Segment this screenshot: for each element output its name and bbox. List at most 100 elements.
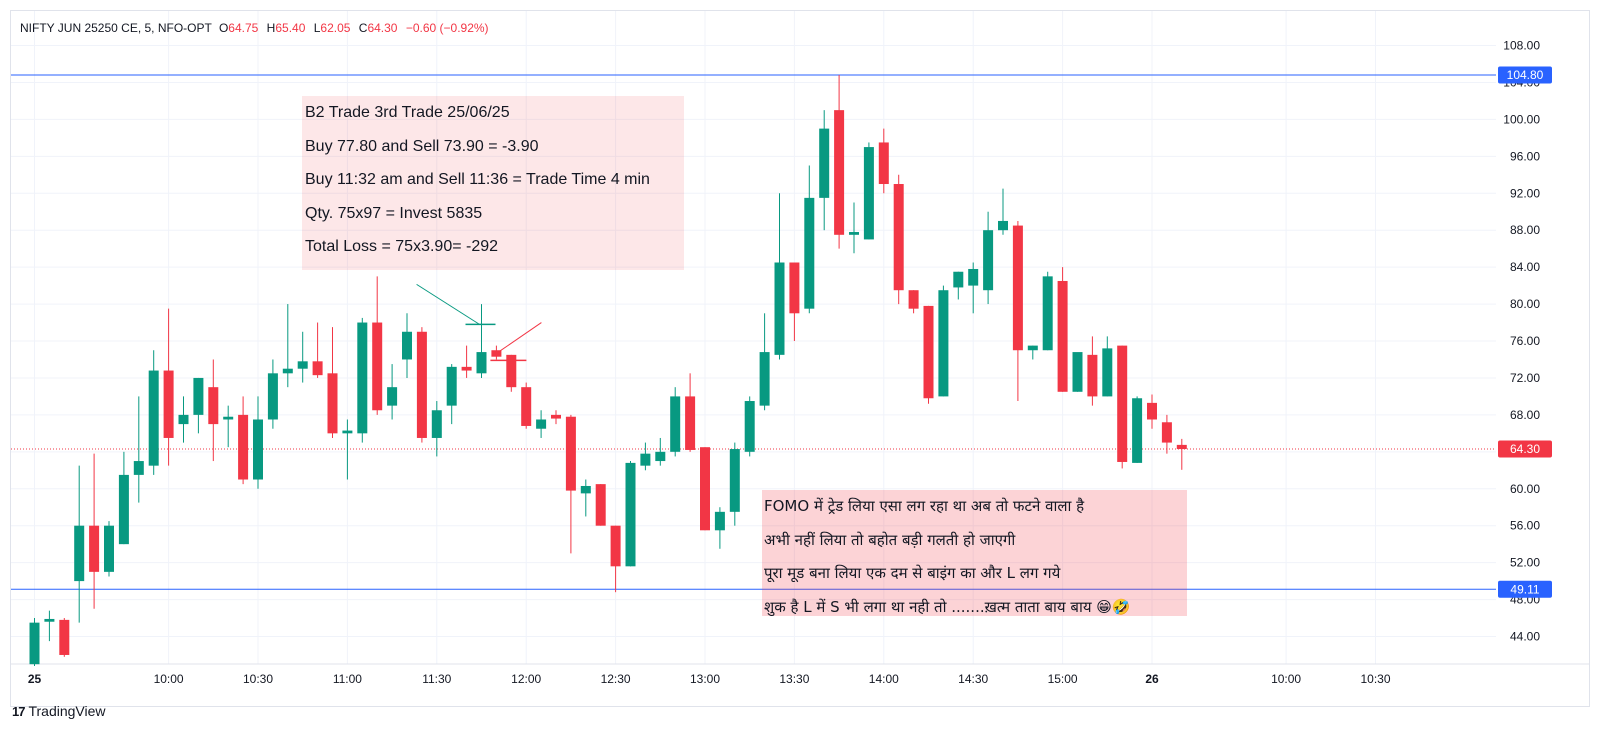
time-tick-label: 15:00: [1048, 672, 1078, 686]
candle-body: [610, 525, 621, 567]
candle-body: [327, 373, 338, 434]
price-tick-label: 72.00: [1510, 371, 1540, 385]
price-line-label: 49.11: [1510, 582, 1539, 596]
candles: [29, 75, 1187, 667]
candle-body: [700, 447, 710, 531]
candle-body: [685, 396, 696, 450]
candle-body: [1147, 402, 1157, 420]
candle-body: [238, 414, 249, 480]
chart-frame: [10, 10, 1590, 707]
sell-arrow: [498, 322, 542, 353]
close-value: 64.30: [367, 21, 398, 35]
candle-body: [670, 396, 681, 452]
candle-body: [595, 484, 606, 526]
time-tick-label: 10:30: [1360, 672, 1390, 686]
candle-body: [1012, 225, 1023, 351]
fomo-note-line: अभी नहीं लिया तो बहोत बड़ी गलती हो जाएगी: [764, 530, 1016, 549]
price-tick-label: 44.00: [1510, 630, 1540, 644]
symbol-name[interactable]: NIFTY JUN 25250 CE, 5, NFO-OPT: [20, 21, 212, 35]
time-tick-label: 10:00: [154, 672, 184, 686]
price-tick-label: 80.00: [1510, 297, 1540, 311]
candle-body: [357, 322, 368, 434]
price-tick-label: 76.00: [1510, 334, 1540, 348]
price-line-label: 104.80: [1507, 68, 1544, 82]
time-tick-label: 12:30: [601, 672, 631, 686]
candle-body: [863, 147, 874, 240]
buy-arrow: [416, 283, 480, 325]
candle-body: [878, 142, 889, 185]
candle-body: [521, 387, 532, 426]
candle-body: [1132, 398, 1143, 463]
last-price-badge: [1498, 440, 1552, 458]
price-tick-label: 60.00: [1510, 482, 1540, 496]
time-tick-label: 14:00: [869, 672, 899, 686]
candle-body: [431, 410, 442, 438]
candle-body: [148, 370, 159, 466]
fomo-note-line: FOMO में ट्रेड लिया एसा लग रहा था अब तो …: [764, 497, 1085, 515]
candle-body: [44, 618, 55, 622]
candle-body: [1176, 444, 1187, 450]
price-line-badge: [1498, 580, 1552, 598]
candle-body: [565, 416, 576, 491]
candle-body: [744, 401, 755, 452]
candle-body: [1027, 345, 1038, 351]
candle-body: [446, 366, 457, 406]
candle-body: [998, 220, 1008, 231]
high-label: H: [266, 21, 276, 35]
candle-body: [1102, 348, 1113, 397]
time-tick-label: 11:30: [422, 672, 451, 686]
candle-body: [193, 377, 204, 415]
candle-body: [640, 453, 651, 466]
candle-body: [104, 525, 114, 572]
time-tick-label: 13:30: [779, 672, 809, 686]
time-tick-label: 13:00: [690, 672, 720, 686]
price-line-badge: [1498, 66, 1552, 84]
time-axis: 25 10:00 10:30 11:00 11:30 12:00 12:30 13:00 13:…: [28, 672, 1391, 686]
candle-body: [789, 262, 800, 314]
horizontal-lines: [11, 74, 1496, 590]
candle-body: [953, 271, 964, 288]
candle-body: [729, 449, 740, 512]
candle-body: [297, 361, 308, 369]
candle-body: [923, 305, 934, 399]
candle-body: [461, 366, 472, 371]
candle-body: [372, 322, 383, 411]
price-tick-label: 68.00: [1510, 408, 1540, 422]
candle-body: [536, 419, 547, 429]
candle-body: [29, 622, 40, 665]
fomo-note[interactable]: FOMO में ट्रेड लिया एसा लग रहा था अब तो …: [762, 490, 1187, 616]
candle-body: [253, 419, 263, 480]
open-value: 64.75: [228, 21, 259, 35]
candle-body: [580, 485, 591, 494]
price-tick-label: 96.00: [1510, 149, 1540, 163]
candle-body: [804, 197, 815, 309]
candle-body: [819, 128, 830, 198]
candle-body: [834, 110, 845, 235]
price-tick-label: 100.00: [1503, 112, 1540, 126]
candle-body: [342, 430, 353, 434]
close-label: C: [358, 21, 368, 35]
price-tick-label: 88.00: [1510, 223, 1540, 237]
high-value: 65.40: [275, 21, 306, 35]
candle-body: [1161, 422, 1172, 443]
candle-body: [938, 290, 949, 397]
candle-body: [223, 416, 234, 420]
time-tick-label: 10:30: [243, 672, 273, 686]
price-tick-label: 92.00: [1510, 186, 1540, 200]
tradingview-logo[interactable]: 17 TradingView: [12, 703, 106, 719]
candle-body: [774, 262, 785, 355]
price-tick-label: 52.00: [1510, 556, 1540, 570]
candle-body: [267, 373, 278, 420]
trade-note-line: Buy 11:32 am and Sell 11:36 = Trade Time…: [305, 171, 650, 189]
fomo-note-line: पूरा मूड बना लिया एक दम से बाइंग का और L…: [764, 564, 1061, 583]
candle-body: [312, 361, 323, 376]
candle-body: [1087, 354, 1098, 397]
trade-note[interactable]: B2 Trade 3rd Trade 25/06/25 Buy 77.80 an…: [302, 96, 684, 270]
low-value: 62.05: [320, 21, 351, 35]
trade-note-line: Qty. 75x97 = Invest 5835: [305, 204, 483, 222]
time-tick-label: 25: [28, 672, 42, 686]
candle-body: [1057, 280, 1068, 392]
tv-logo-icon: 17: [12, 704, 26, 719]
price-tick-label: 56.00: [1510, 519, 1540, 533]
